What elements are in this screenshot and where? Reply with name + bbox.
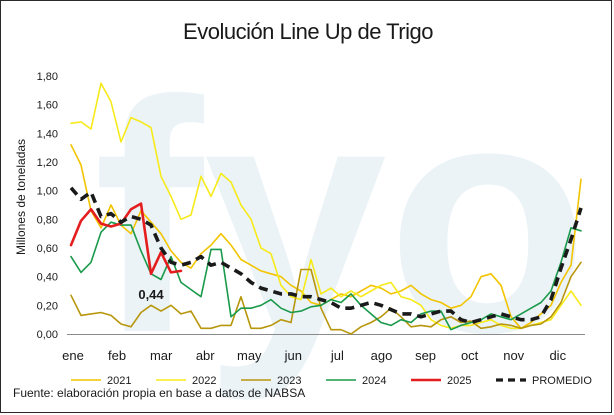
y-tick-label: 0,20 [37,300,58,312]
series-line-2022 [70,82,582,330]
x-tick-label: dic [549,348,566,363]
x-axis: ene feb mar abr may jun jul ago sep oct nov dic [62,348,566,363]
y-tick-label: 1,00 [37,186,58,198]
legend: 2021 2022 2023 2024 2025 PROMEDIO [71,375,592,387]
legend-label: PROMEDIO [532,375,592,387]
x-tick-label: may [237,348,262,363]
x-tick-label: jul [330,348,344,363]
source-note: Fuente: elaboración propia en base a dat… [13,386,306,400]
y-axis-label: Millones de toneladas [14,139,28,255]
y-tick-label: 0,60 [37,243,58,255]
series-line-2025 [69,202,183,276]
y-axis: 0,00 0,20 0,40 0,60 0,80 1,00 1,20 1,40 1,60 1,80 [37,71,585,341]
x-tick-label: sep [415,348,436,363]
watermark-text: fyo [94,32,589,403]
series-lines [69,82,583,335]
chart-title: Evolución Line Up de Trigo [183,19,433,44]
y-tick-label: 1,80 [37,71,58,83]
annotation-last-value: 0,44 [138,287,164,302]
y-tick-label: 0,40 [37,272,58,284]
y-tick-label: 1,40 [37,128,58,140]
x-tick-label: ene [62,348,84,363]
legend-label: 2023 [277,375,301,387]
x-tick-label: oct [461,348,479,363]
series-line-promedio [69,186,583,325]
y-tick-label: 0,00 [37,329,58,341]
x-tick-label: jun [284,348,302,363]
series-line-2023 [70,261,582,335]
y-tick-label: 0,80 [37,214,58,226]
x-tick-label: abr [196,348,215,363]
x-tick-label: nov [503,348,524,363]
legend-label: 2022 [192,375,216,387]
legend-label: 2021 [107,375,131,387]
series-line-2024 [70,221,582,331]
y-tick-label: 1,20 [37,157,58,169]
watermark-logo: fyo [94,32,589,403]
x-tick-label: ago [371,348,393,363]
legend-label: 2025 [447,375,471,387]
y-tick-label: 1,60 [37,100,58,112]
x-tick-label: feb [108,348,126,363]
x-tick-label: mar [150,348,173,363]
legend-label: 2024 [362,375,386,387]
